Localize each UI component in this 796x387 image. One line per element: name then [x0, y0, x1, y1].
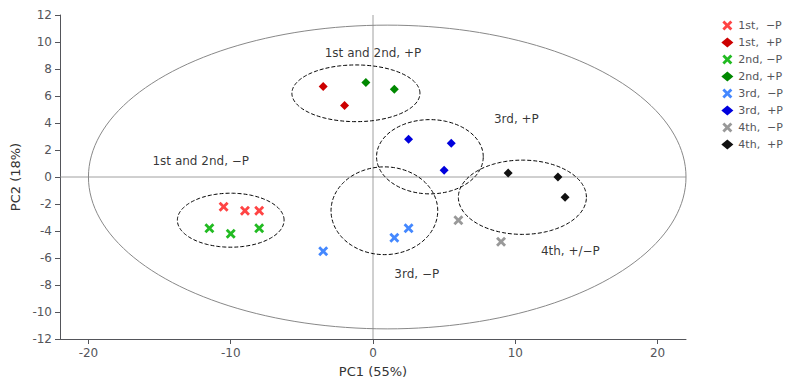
svg-text:12: 12	[37, 8, 52, 22]
svg-text:3rd, −P: 3rd, −P	[394, 267, 439, 281]
svg-text:PC2 (18%): PC2 (18%)	[8, 143, 23, 211]
svg-text:4th, +P: 4th, +P	[738, 138, 783, 151]
svg-text:-8: -8	[40, 278, 52, 292]
svg-text:2nd, +P: 2nd, +P	[738, 70, 782, 83]
svg-text:0: 0	[369, 346, 377, 360]
svg-text:2: 2	[44, 143, 52, 157]
svg-text:3rd, +P: 3rd, +P	[738, 104, 783, 117]
svg-text:4th, +/−P: 4th, +/−P	[541, 244, 600, 258]
svg-text:1st, +P: 1st, +P	[738, 36, 782, 49]
svg-text:-10: -10	[32, 305, 52, 319]
svg-text:2nd, −P: 2nd, −P	[738, 53, 782, 66]
svg-text:3rd, −P: 3rd, −P	[738, 87, 783, 100]
svg-text:-20: -20	[79, 346, 99, 360]
svg-text:-6: -6	[40, 251, 52, 265]
svg-text:-10: -10	[221, 346, 241, 360]
svg-text:PC1 (55%): PC1 (55%)	[339, 364, 407, 379]
svg-text:10: 10	[37, 35, 52, 49]
svg-text:1st and 2nd, +P: 1st and 2nd, +P	[325, 46, 422, 60]
svg-text:10: 10	[508, 346, 523, 360]
svg-text:4: 4	[44, 116, 52, 130]
svg-text:0: 0	[44, 170, 52, 184]
svg-text:20: 20	[650, 346, 665, 360]
svg-text:-12: -12	[32, 332, 52, 346]
svg-text:3rd, +P: 3rd, +P	[494, 112, 539, 126]
svg-text:-4: -4	[40, 224, 52, 238]
svg-text:6: 6	[44, 89, 52, 103]
svg-text:-2: -2	[40, 197, 52, 211]
svg-text:4th, −P: 4th, −P	[738, 121, 783, 134]
svg-text:1st and 2nd, −P: 1st and 2nd, −P	[152, 154, 249, 168]
svg-text:8: 8	[44, 62, 52, 76]
svg-text:1st, −P: 1st, −P	[738, 19, 782, 32]
